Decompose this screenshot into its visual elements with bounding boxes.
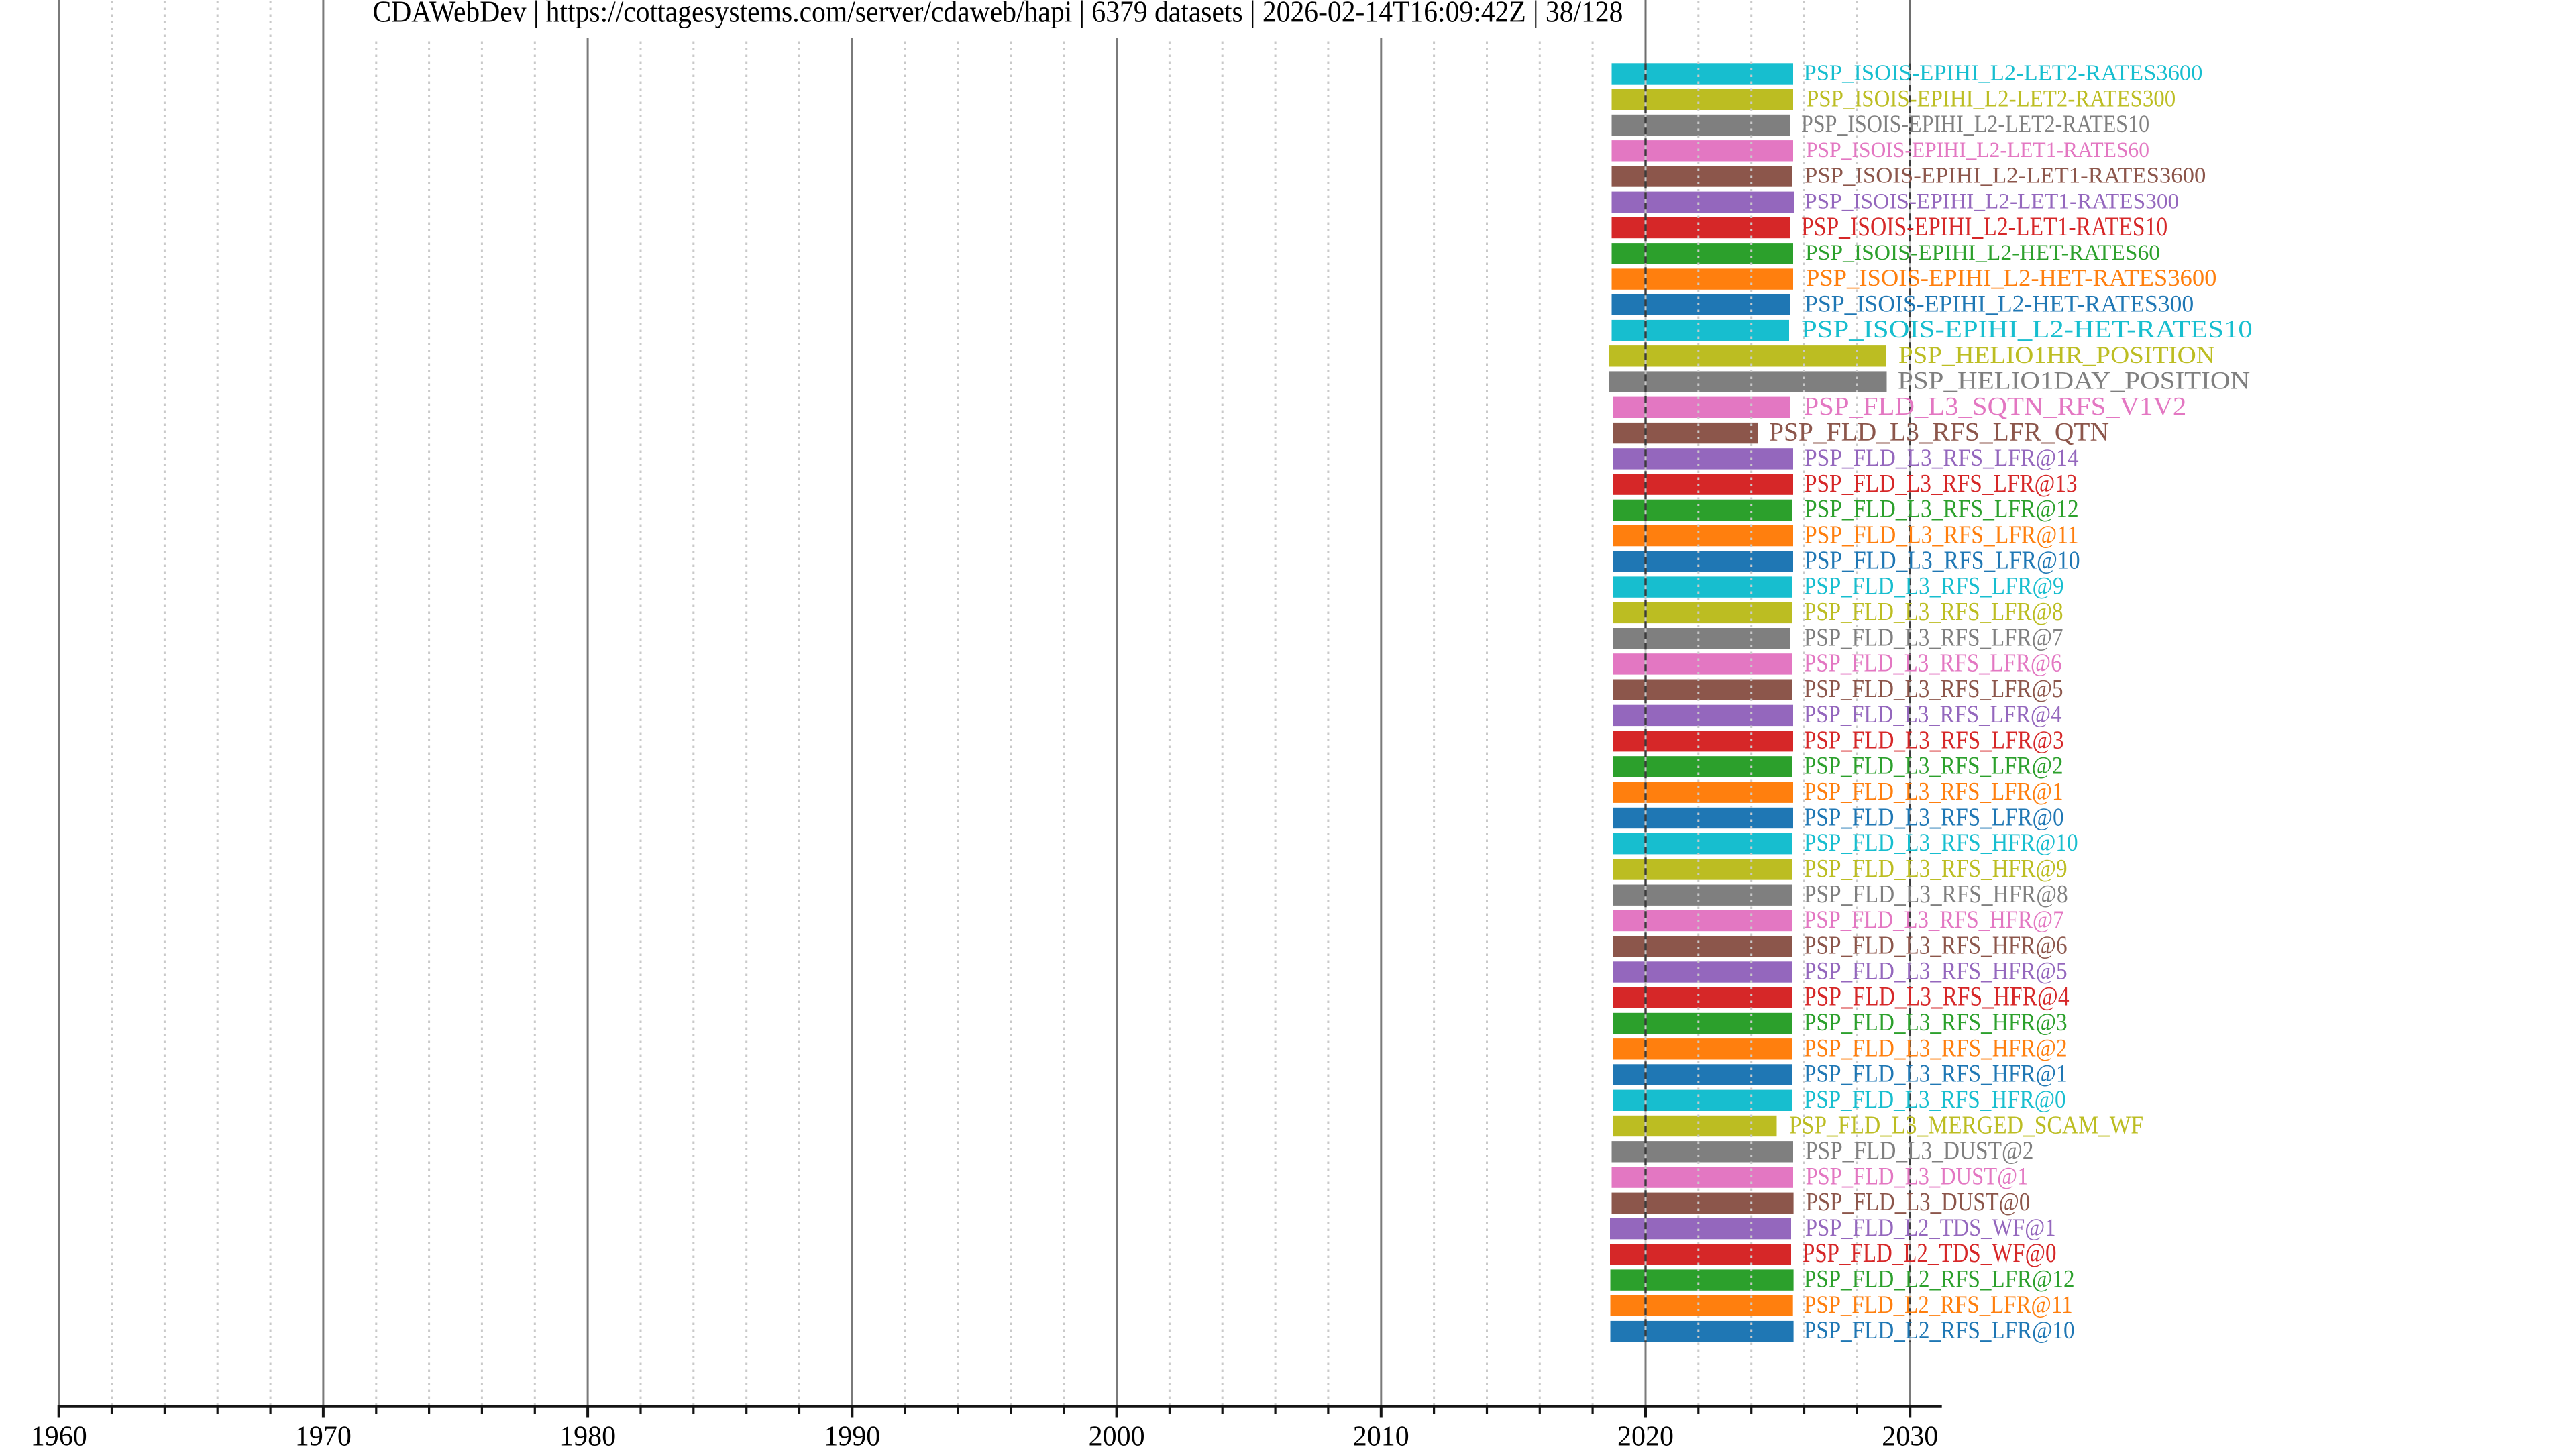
svg-text:2020: 2020 — [1617, 1421, 1674, 1449]
svg-text:PSP_FLD_L3_RFS_HFR@0: PSP_FLD_L3_RFS_HFR@0 — [1804, 1086, 2066, 1114]
svg-text:PSP_FLD_L3_RFS_LFR@11: PSP_FLD_L3_RFS_LFR@11 — [1805, 521, 2079, 549]
svg-text:PSP_FLD_L3_DUST@2: PSP_FLD_L3_DUST@2 — [1805, 1137, 2033, 1165]
svg-text:PSP_FLD_L3_RFS_LFR@9: PSP_FLD_L3_RFS_LFR@9 — [1804, 572, 2064, 600]
svg-text:PSP_ISOIS-EPIHI_L2-LET1-RATES6: PSP_ISOIS-EPIHI_L2-LET1-RATES60 — [1806, 138, 2149, 162]
svg-text:PSP_FLD_L3_RFS_HFR@3: PSP_FLD_L3_RFS_HFR@3 — [1804, 1009, 2068, 1036]
svg-text:PSP_FLD_L3_RFS_HFR@1: PSP_FLD_L3_RFS_HFR@1 — [1804, 1061, 2068, 1088]
svg-text:PSP_FLD_L3_RFS_LFR@8: PSP_FLD_L3_RFS_LFR@8 — [1804, 598, 2063, 626]
svg-text:PSP_FLD_L3_RFS_LFR@14: PSP_FLD_L3_RFS_LFR@14 — [1805, 444, 2079, 471]
svg-text:PSP_FLD_L3_RFS_LFR@3: PSP_FLD_L3_RFS_LFR@3 — [1804, 727, 2064, 755]
svg-text:PSP_FLD_L2_RFS_LFR@12: PSP_FLD_L2_RFS_LFR@12 — [1804, 1266, 2075, 1293]
svg-text:PSP_FLD_L3_RFS_HFR@5: PSP_FLD_L3_RFS_HFR@5 — [1804, 958, 2068, 985]
svg-text:PSP_FLD_L3_SQTN_RFS_V1V2: PSP_FLD_L3_SQTN_RFS_V1V2 — [1804, 392, 2187, 421]
svg-text:1990: 1990 — [824, 1421, 880, 1449]
svg-text:PSP_FLD_L3_RFS_HFR@2: PSP_FLD_L3_RFS_HFR@2 — [1804, 1034, 2068, 1062]
svg-text:PSP_HELIO1HR_POSITION: PSP_HELIO1HR_POSITION — [1898, 341, 2215, 368]
svg-text:1970: 1970 — [295, 1421, 352, 1449]
svg-text:PSP_FLD_L3_RFS_LFR@7: PSP_FLD_L3_RFS_LFR@7 — [1804, 624, 2063, 652]
svg-text:PSP_ISOIS-EPIHI_L2-HET-RATES60: PSP_ISOIS-EPIHI_L2-HET-RATES60 — [1805, 240, 2160, 265]
svg-text:PSP_HELIO1DAY_POSITION: PSP_HELIO1DAY_POSITION — [1898, 368, 2250, 395]
svg-text:PSP_FLD_L3_RFS_HFR@7: PSP_FLD_L3_RFS_HFR@7 — [1804, 906, 2064, 933]
svg-text:PSP_ISOIS-EPIHI_L2-LET1-RATES3: PSP_ISOIS-EPIHI_L2-LET1-RATES3600 — [1805, 163, 2206, 189]
svg-text:PSP_FLD_L3_RFS_HFR@10: PSP_FLD_L3_RFS_HFR@10 — [1804, 828, 2078, 856]
svg-text:PSP_ISOIS-EPIHI_L2-HET-RATES30: PSP_ISOIS-EPIHI_L2-HET-RATES300 — [1805, 290, 2194, 317]
svg-text:PSP_FLD_L3_RFS_LFR_QTN: PSP_FLD_L3_RFS_LFR_QTN — [1769, 418, 2109, 447]
svg-text:PSP_ISOIS-EPIHI_L2-LET1-RATES3: PSP_ISOIS-EPIHI_L2-LET1-RATES300 — [1805, 189, 2179, 214]
svg-text:PSP_FLD_L3_MERGED_SCAM_WF: PSP_FLD_L3_MERGED_SCAM_WF — [1789, 1111, 2143, 1139]
svg-text:1980: 1980 — [559, 1421, 616, 1449]
svg-text:2000: 2000 — [1089, 1421, 1145, 1449]
svg-text:PSP_FLD_L3_DUST@0: PSP_FLD_L3_DUST@0 — [1806, 1188, 2031, 1216]
svg-text:PSP_FLD_L3_RFS_HFR@8: PSP_FLD_L3_RFS_HFR@8 — [1804, 880, 2068, 908]
svg-text:PSP_ISOIS-EPIHI_L2-LET2-RATES3: PSP_ISOIS-EPIHI_L2-LET2-RATES300 — [1807, 85, 2176, 112]
svg-text:PSP_ISOIS-EPIHI_L2-HET-RATES10: PSP_ISOIS-EPIHI_L2-HET-RATES10 — [1801, 316, 2253, 343]
svg-text:PSP_ISOIS-EPIHI_L2-LET2-RATES1: PSP_ISOIS-EPIHI_L2-LET2-RATES10 — [1801, 111, 2149, 138]
svg-text:PSP_FLD_L3_RFS_LFR@5: PSP_FLD_L3_RFS_LFR@5 — [1804, 675, 2063, 703]
svg-text:PSP_ISOIS-EPIHI_L2-HET-RATES36: PSP_ISOIS-EPIHI_L2-HET-RATES3600 — [1806, 264, 2216, 291]
svg-text:PSP_FLD_L3_RFS_HFR@9: PSP_FLD_L3_RFS_HFR@9 — [1804, 855, 2068, 883]
svg-text:PSP_FLD_L2_TDS_WF@0: PSP_FLD_L2_TDS_WF@0 — [1803, 1238, 2057, 1268]
svg-text:2030: 2030 — [1882, 1421, 1938, 1449]
svg-text:PSP_FLD_L2_TDS_WF@1: PSP_FLD_L2_TDS_WF@1 — [1805, 1214, 2056, 1242]
svg-text:PSP_FLD_L3_RFS_HFR@6: PSP_FLD_L3_RFS_HFR@6 — [1804, 932, 2068, 960]
svg-text:PSP_FLD_L3_RFS_LFR@4: PSP_FLD_L3_RFS_LFR@4 — [1804, 700, 2062, 728]
svg-text:PSP_ISOIS-EPIHI_L2-LET1-RATES1: PSP_ISOIS-EPIHI_L2-LET1-RATES10 — [1801, 211, 2167, 241]
svg-text:PSP_FLD_L3_DUST@1: PSP_FLD_L3_DUST@1 — [1806, 1163, 2029, 1190]
svg-text:PSP_ISOIS-EPIHI_L2-LET2-RATES3: PSP_ISOIS-EPIHI_L2-LET2-RATES3600 — [1804, 60, 2203, 85]
svg-text:PSP_FLD_L3_RFS_LFR@12: PSP_FLD_L3_RFS_LFR@12 — [1805, 495, 2079, 523]
svg-text:PSP_FLD_L3_RFS_HFR@4: PSP_FLD_L3_RFS_HFR@4 — [1804, 982, 2070, 1012]
svg-text:PSP_FLD_L3_RFS_LFR@0: PSP_FLD_L3_RFS_LFR@0 — [1804, 803, 2064, 831]
svg-text:PSP_FLD_L3_RFS_LFR@6: PSP_FLD_L3_RFS_LFR@6 — [1804, 649, 2062, 678]
svg-text:PSP_FLD_L2_RFS_LFR@11: PSP_FLD_L2_RFS_LFR@11 — [1804, 1291, 2073, 1319]
svg-text:PSP_FLD_L3_RFS_LFR@10: PSP_FLD_L3_RFS_LFR@10 — [1805, 547, 2080, 575]
svg-text:CDAWebDev | https://cottagesys: CDAWebDev | https://cottagesystems.com/s… — [373, 0, 1623, 29]
svg-text:PSP_FLD_L2_RFS_LFR@10: PSP_FLD_L2_RFS_LFR@10 — [1804, 1317, 2075, 1344]
svg-text:PSP_FLD_L3_RFS_LFR@1: PSP_FLD_L3_RFS_LFR@1 — [1804, 777, 2063, 806]
svg-text:PSP_FLD_L3_RFS_LFR@2: PSP_FLD_L3_RFS_LFR@2 — [1804, 751, 2063, 779]
svg-text:1960: 1960 — [31, 1421, 87, 1449]
svg-text:2010: 2010 — [1353, 1421, 1409, 1449]
svg-text:PSP_FLD_L3_RFS_LFR@13: PSP_FLD_L3_RFS_LFR@13 — [1805, 470, 2078, 498]
